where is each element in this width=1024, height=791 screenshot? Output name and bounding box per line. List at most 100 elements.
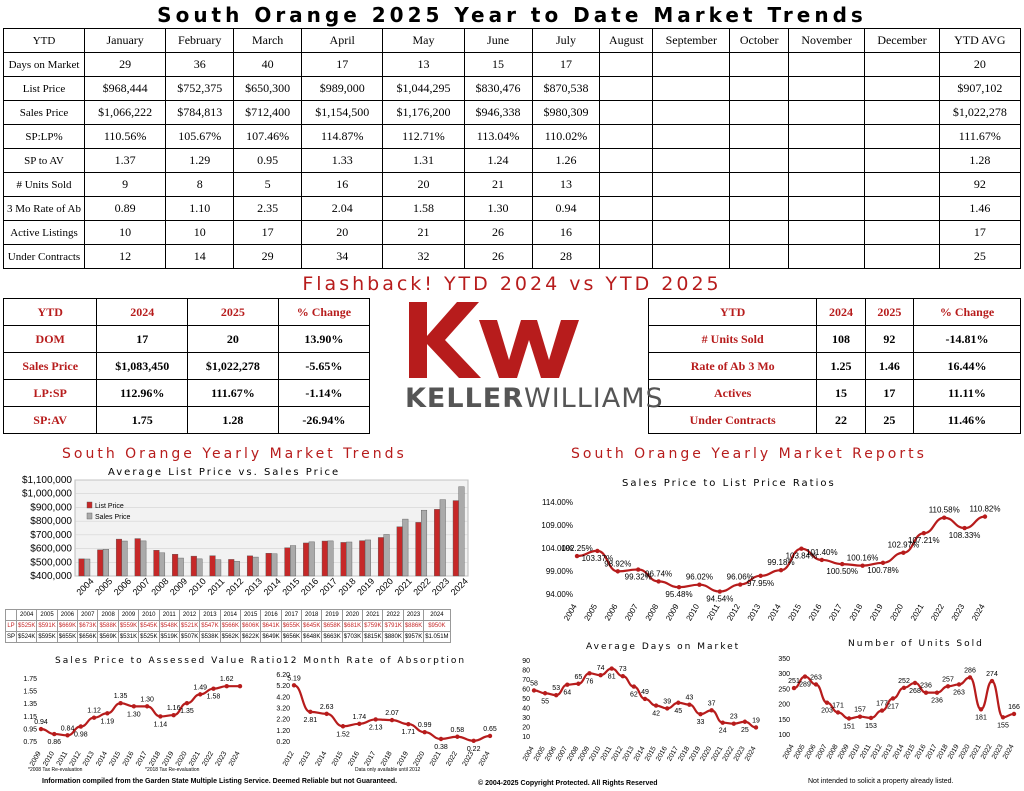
data-point (819, 557, 824, 563)
table-cell: 0.89 (83, 196, 167, 221)
compare-cell: 112.96% (96, 379, 189, 407)
table-cell: 8 (165, 172, 235, 197)
data-point (609, 666, 614, 671)
x-tick-label: 2004 (562, 602, 579, 622)
table-cell (788, 244, 866, 269)
compare-cell: 17 (96, 325, 189, 353)
lp-table-cell: $595K (36, 631, 58, 643)
data-point (709, 708, 714, 713)
x-tick-label: 2020 (175, 750, 189, 766)
compare-label: Sales Price (2, 352, 98, 380)
row-label: Under Contracts (3, 244, 85, 269)
table-cell (788, 172, 866, 197)
data-label: 100.50% (826, 567, 858, 576)
data-label: 23 (730, 714, 738, 721)
x-tick-label: 2014 (315, 750, 329, 766)
data-label: 0.86 (47, 739, 61, 746)
data-point (487, 733, 493, 739)
row-label: Active Listings (3, 220, 85, 245)
table-cell (864, 76, 940, 101)
bar-sales-price (402, 518, 409, 577)
bar-sales-price (271, 553, 278, 577)
lp-table-cell: $950K (423, 620, 451, 632)
x-tick-label: 2015 (280, 576, 301, 597)
data-label: 203 (821, 708, 833, 715)
x-tick-label: 2009 (29, 750, 43, 766)
data-point (799, 546, 804, 551)
data-point (901, 685, 907, 690)
y-tick-label: 100 (778, 732, 790, 739)
y-tick-label: 50 (522, 696, 530, 703)
table-cell (788, 100, 866, 125)
column-header: July (531, 28, 601, 53)
compare-label: Rate of Ab 3 Mo (647, 352, 818, 380)
table-cell: $980,309 (531, 100, 601, 125)
data-label: 65 (575, 674, 583, 681)
table-cell: 16 (531, 220, 601, 245)
lp-table-cell: $656K (280, 631, 303, 643)
row-label: 3 Mo Rate of Ab (3, 196, 85, 221)
data-label: 58 (530, 680, 538, 687)
compare-header: % Change (277, 298, 371, 326)
lp-table-cell: $656K (77, 631, 99, 643)
table-cell (788, 76, 866, 101)
lp-table-cell: $548K (158, 620, 180, 632)
data-label: 76 (586, 678, 594, 685)
bar-sales-price (421, 509, 428, 577)
data-point (211, 686, 216, 691)
row-label: Sales Price (3, 100, 85, 125)
data-label: 37 (708, 700, 716, 707)
data-point (846, 716, 852, 721)
chart-units-title: Number of Units Sold (848, 639, 984, 649)
chart-dom-title: Average Days on Market (586, 642, 741, 652)
bar-list-price (415, 522, 422, 577)
lp-table-cell: 2018 (301, 609, 323, 621)
x-tick-label: 2024 (1002, 743, 1016, 760)
table-row: SP:LP% 110.56% 105.67% 107.46% 114.87% 112.71… (3, 124, 1022, 149)
data-point (802, 674, 808, 679)
x-tick-label: 2007 (623, 602, 640, 622)
data-label: 0.65 (483, 726, 497, 733)
data-label: 257 (942, 676, 954, 683)
data-label: 263 (810, 674, 822, 681)
table-cell (599, 196, 654, 221)
legend-label: Sales Price (95, 514, 131, 521)
lp-table-cell: $591K (36, 620, 58, 632)
data-point (38, 726, 44, 732)
bar-list-price (340, 542, 347, 577)
data-label: 153 (865, 723, 877, 730)
bar-sales-price (121, 540, 128, 577)
table-cell (788, 196, 866, 221)
data-label: 96.74% (645, 569, 672, 578)
data-label: 1.30 (127, 711, 141, 718)
lp-table-cell: 2013 (199, 609, 221, 621)
data-point (840, 561, 845, 567)
bar-sales-price (177, 557, 184, 577)
bar-list-price (396, 526, 403, 577)
x-tick-label: 2005 (582, 602, 599, 622)
x-tick-label: 2012 (282, 750, 296, 766)
lp-table-cell: $681K (341, 620, 364, 632)
bar-sales-price (215, 559, 222, 577)
data-point (198, 692, 203, 697)
table-cell (652, 196, 731, 221)
data-label: 217 (887, 703, 899, 710)
table-cell: 1.24 (463, 148, 533, 173)
table-cell (652, 100, 731, 125)
y-tick-label: 350 (778, 656, 790, 663)
table-cell (729, 52, 790, 77)
bar-list-price (115, 538, 122, 577)
x-tick-label: 2014 (262, 576, 283, 597)
data-label: 102.25% (561, 544, 593, 553)
y-tick-label: $1,100,000 (22, 475, 72, 486)
y-tick-label: 300 (778, 671, 790, 678)
note-2018: *2018 Tax Re-evaluation (145, 767, 200, 773)
bar-list-price (434, 509, 441, 577)
table-cell: 32 (382, 244, 465, 269)
y-tick-label: $700,000 (30, 530, 72, 541)
x-tick-label: 2008 (644, 602, 661, 622)
x-tick-label: 2006 (603, 602, 620, 622)
compare-label: SP:AV (2, 406, 98, 434)
x-tick-label: 2016 (807, 602, 824, 622)
y-tick-label: 1.15 (23, 714, 37, 721)
